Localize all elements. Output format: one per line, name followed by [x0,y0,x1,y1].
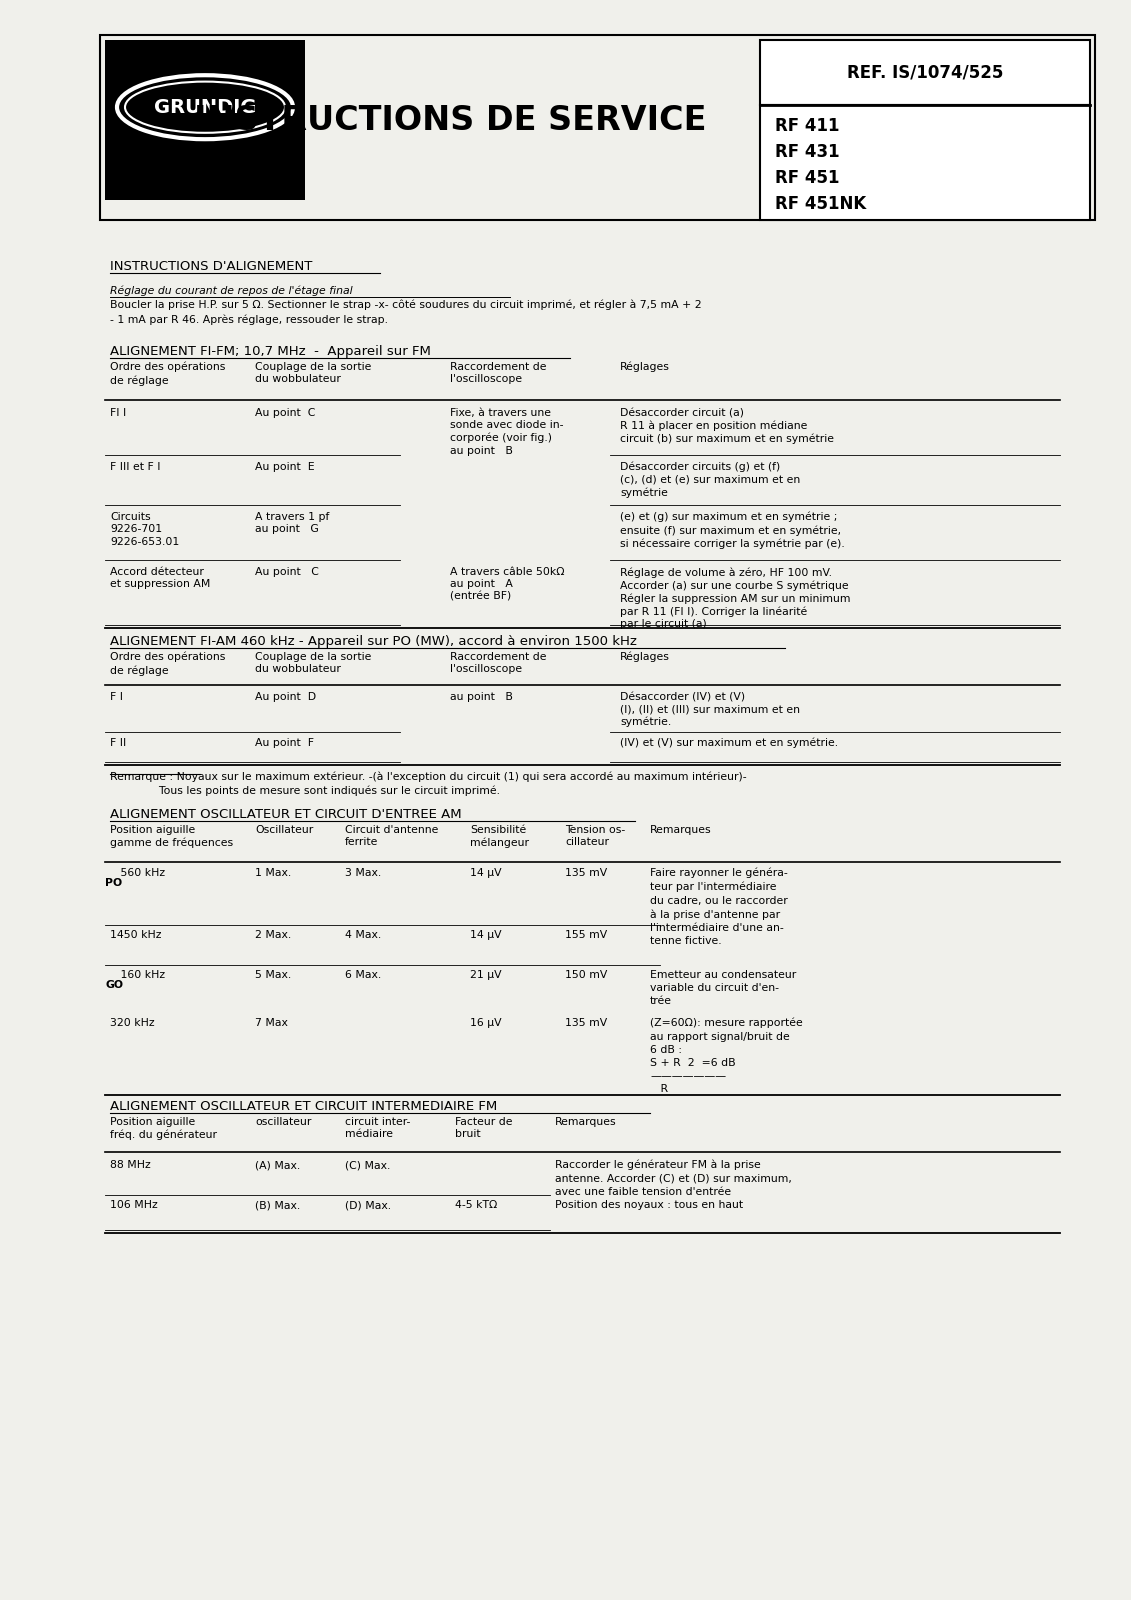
Ellipse shape [126,82,285,133]
Text: Ordre des opérations
de réglage: Ordre des opérations de réglage [110,653,225,675]
Text: (A) Max.: (A) Max. [254,1160,300,1170]
Text: Tension os-
cillateur: Tension os- cillateur [566,826,625,848]
Text: 4-5 kTΩ: 4-5 kTΩ [455,1200,498,1210]
Text: 1 Max.: 1 Max. [254,867,292,878]
Text: circuit inter-
médiaire: circuit inter- médiaire [345,1117,411,1139]
Text: INSTRUCTIONS DE SERVICE: INSTRUCTIONS DE SERVICE [193,104,706,136]
Text: Désaccorder circuits (g) et (f)
(c), (d) et (e) sur maximum et en
symétrie: Désaccorder circuits (g) et (f) (c), (d)… [620,462,801,498]
Text: Remarque : Noyaux sur le maximum extérieur. -(à l'exception du circuit (1) qui s: Remarque : Noyaux sur le maximum extérie… [110,773,746,797]
Text: 160 kHz: 160 kHz [110,970,165,979]
Text: Remarques: Remarques [650,826,711,835]
Text: Oscillateur: Oscillateur [254,826,313,835]
Text: Faire rayonner le généra-
teur par l'intermédiaire
du cadre, ou le raccorder
à l: Faire rayonner le généra- teur par l'int… [650,867,788,946]
Text: ALIGNEMENT FI-AM 460 kHz - Appareil sur PO (MW), accord à environ 1500 kHz: ALIGNEMENT FI-AM 460 kHz - Appareil sur … [110,635,637,648]
Text: 7 Max: 7 Max [254,1018,288,1029]
FancyBboxPatch shape [760,40,1090,106]
Text: F I: F I [110,691,123,702]
Text: RF 451NK: RF 451NK [775,195,866,213]
Text: Position aiguille
fréq. du générateur: Position aiguille fréq. du générateur [110,1117,217,1141]
Text: Désaccorder circuit (a)
R 11 à placer en position médiane
circuit (b) sur maximu: Désaccorder circuit (a) R 11 à placer en… [620,408,834,445]
Text: Réglages: Réglages [620,653,670,662]
Text: 135 mV: 135 mV [566,867,607,878]
Text: Fixe, à travers une
sonde avec diode in-
corporée (voir fig.)
au point   B: Fixe, à travers une sonde avec diode in-… [450,408,563,456]
Text: 3 Max.: 3 Max. [345,867,381,878]
Text: Réglage de volume à zéro, HF 100 mV.
Accorder (a) sur une courbe S symétrique
Ré: Réglage de volume à zéro, HF 100 mV. Acc… [620,566,851,629]
Text: Raccordement de
l'oscilloscope: Raccordement de l'oscilloscope [450,362,546,384]
Text: Couplage de la sortie
du wobbulateur: Couplage de la sortie du wobbulateur [254,653,371,675]
Text: 1450 kHz: 1450 kHz [110,930,162,939]
Text: Au point   C: Au point C [254,566,319,578]
Text: F II: F II [110,738,127,749]
Text: service: service [161,155,250,174]
Text: REF. IS/1074/525: REF. IS/1074/525 [847,64,1003,82]
Text: RF 431: RF 431 [775,142,839,162]
Text: Circuit d'antenne
ferrite: Circuit d'antenne ferrite [345,826,439,848]
Text: 155 mV: 155 mV [566,930,607,939]
Text: Raccordement de
l'oscilloscope: Raccordement de l'oscilloscope [450,653,546,675]
Text: 2 Max.: 2 Max. [254,930,292,939]
Text: A travers câble 50kΩ
au point   A
(entrée BF): A travers câble 50kΩ au point A (entrée … [450,566,564,602]
Text: INSTRUCTIONS D'ALIGNEMENT: INSTRUCTIONS D'ALIGNEMENT [110,259,312,274]
Text: Remarques: Remarques [555,1117,616,1126]
Text: RF 411: RF 411 [775,117,839,134]
Text: 88 MHz: 88 MHz [110,1160,150,1170]
Text: Couplage de la sortie
du wobbulateur: Couplage de la sortie du wobbulateur [254,362,371,384]
Ellipse shape [116,75,293,139]
Text: 5 Max.: 5 Max. [254,970,292,979]
Text: GO: GO [105,979,123,990]
Text: Emetteur au condensateur
variable du circuit d'en-
trée: Emetteur au condensateur variable du cir… [650,970,796,1006]
Text: FI I: FI I [110,408,127,418]
Text: Au point  C: Au point C [254,408,316,418]
Text: Raccorder le générateur FM à la prise
antenne. Accorder (C) et (D) sur maximum,
: Raccorder le générateur FM à la prise an… [555,1160,792,1210]
Text: ALIGNEMENT OSCILLATEUR ET CIRCUIT INTERMEDIAIRE FM: ALIGNEMENT OSCILLATEUR ET CIRCUIT INTERM… [110,1101,498,1114]
Text: Circuits
9226-701
9226-653.01: Circuits 9226-701 9226-653.01 [110,512,179,547]
Text: Désaccorder (IV) et (V)
(I), (II) et (III) sur maximum et en
symétrie.: Désaccorder (IV) et (V) (I), (II) et (II… [620,691,800,728]
Text: 320 kHz: 320 kHz [110,1018,155,1029]
Text: 135 mV: 135 mV [566,1018,607,1029]
Text: (IV) et (V) sur maximum et en symétrie.: (IV) et (V) sur maximum et en symétrie. [620,738,838,749]
Text: (C) Max.: (C) Max. [345,1160,390,1170]
Text: RF 451: RF 451 [775,170,839,187]
Text: (Z=60Ω): mesure rapportée
au rapport signal/bruit de
6 dB :
S + R  2  =6 dB
————: (Z=60Ω): mesure rapportée au rapport sig… [650,1018,803,1094]
Text: Facteur de
bruit: Facteur de bruit [455,1117,512,1139]
Text: oscillateur: oscillateur [254,1117,311,1126]
Text: GRUNDIG: GRUNDIG [154,98,257,117]
Text: Ordre des opérations
de réglage: Ordre des opérations de réglage [110,362,225,386]
Text: 4 Max.: 4 Max. [345,930,381,939]
Text: F III et F I: F III et F I [110,462,161,472]
Text: 150 mV: 150 mV [566,970,607,979]
Text: (B) Max.: (B) Max. [254,1200,300,1210]
Text: au point   B: au point B [450,691,512,702]
Text: 106 MHz: 106 MHz [110,1200,157,1210]
Text: 14 μV: 14 μV [470,867,502,878]
FancyBboxPatch shape [760,106,1090,219]
Text: 16 μV: 16 μV [470,1018,502,1029]
Text: Au point  D: Au point D [254,691,317,702]
Text: A travers 1 pf
au point   G: A travers 1 pf au point G [254,512,329,534]
Text: 560 kHz: 560 kHz [110,867,165,878]
Text: Sensibilité
mélangeur: Sensibilité mélangeur [470,826,529,848]
Text: 21 μV: 21 μV [470,970,502,979]
Text: (D) Max.: (D) Max. [345,1200,391,1210]
Text: PO: PO [105,878,122,888]
Text: (e) et (g) sur maximum et en symétrie ;
ensuite (f) sur maximum et en symétrie,
: (e) et (g) sur maximum et en symétrie ; … [620,512,845,549]
FancyBboxPatch shape [105,40,305,200]
Text: ALIGNEMENT FI-FM; 10,7 MHz  -  Appareil sur FM: ALIGNEMENT FI-FM; 10,7 MHz - Appareil su… [110,346,431,358]
Text: ALIGNEMENT OSCILLATEUR ET CIRCUIT D'ENTREE AM: ALIGNEMENT OSCILLATEUR ET CIRCUIT D'ENTR… [110,808,461,821]
Text: Réglages: Réglages [620,362,670,373]
Text: Au point  E: Au point E [254,462,314,472]
Text: Accord détecteur
et suppression AM: Accord détecteur et suppression AM [110,566,210,589]
Text: Boucler la prise H.P. sur 5 Ω. Sectionner le strap -x- côté soudures du circuit : Boucler la prise H.P. sur 5 Ω. Sectionne… [110,301,701,325]
Text: Réglage du courant de repos de l'étage final: Réglage du courant de repos de l'étage f… [110,285,353,296]
Text: 14 μV: 14 μV [470,930,502,939]
Text: Position aiguille
gamme de fréquences: Position aiguille gamme de fréquences [110,826,233,848]
Text: Au point  F: Au point F [254,738,314,749]
Text: 6 Max.: 6 Max. [345,970,381,979]
